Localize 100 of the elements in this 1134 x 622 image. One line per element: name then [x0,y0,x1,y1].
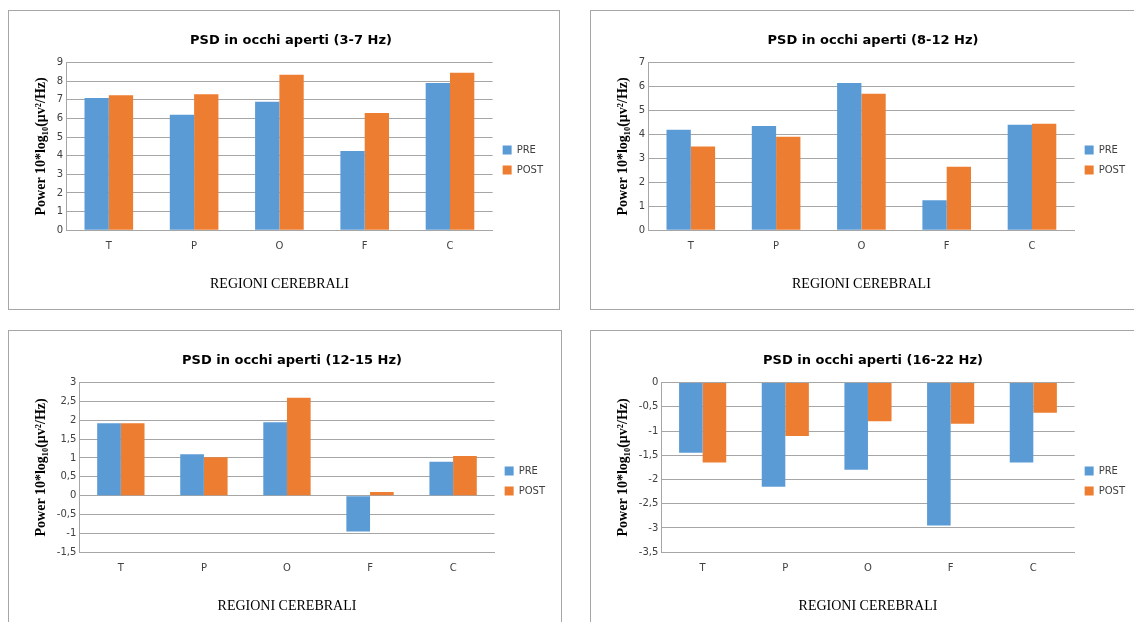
legend-label: POST [516,163,544,175]
y-tick-label: -1 [648,424,659,436]
x-axis-title: REGIONI CEREBRALI [217,598,357,614]
x-tick-label: O [857,239,866,251]
y-axis-title: Power 10*log₁₀(μv²/Hz) [33,398,50,537]
y-axis-title: Power 10*log₁₀(μv²/Hz) [33,77,50,216]
chart-title: PSD in occhi aperti (3-7 Hz) [190,32,392,48]
x-tick-label: P [200,561,207,573]
bar [425,83,450,230]
chart-title: PSD in occhi aperti (16-22 Hz) [763,352,983,368]
y-tick-label: 4 [56,149,64,161]
bar [263,422,287,496]
y-axis-title: Power 10*log₁₀(μv²/Hz) [615,77,632,216]
y-tick-label: 8 [56,74,64,86]
x-tick-label: T [116,561,125,573]
y-tick-label: 2 [69,413,77,425]
y-tick-label: 7 [638,56,646,68]
y-tick-label: 2 [56,186,64,198]
y-tick-label: 9 [56,56,64,68]
bar [97,423,121,496]
bar [108,95,134,230]
x-tick-label: T [686,239,695,251]
y-tick-label: 0 [56,223,64,235]
bar [453,456,477,496]
legend-label: PRE [1098,143,1118,155]
legend-label: PRE [1098,464,1118,476]
x-tick-label: O [275,239,284,251]
x-tick-label: C [1029,561,1037,573]
y-tick-label: -2,5 [638,497,659,509]
bar [203,457,228,496]
x-tick-label: P [773,239,780,251]
chart-title: PSD in occhi aperti (8-12 Hz) [767,32,979,48]
y-tick-label: 3 [69,376,77,388]
bar [84,97,109,230]
bar [922,200,947,230]
y-tick-label: -3,5 [638,545,659,557]
bar [194,94,219,230]
y-tick-label: 2 [638,175,646,187]
bar [340,151,365,230]
y-tick-label: 0 [69,489,77,501]
chart-title: PSD in occhi aperti (12-15 Hz) [182,352,402,368]
y-tick-label: 7 [56,93,64,105]
y-tick-label: 6 [638,80,646,92]
y-tick-label: -1,5 [638,448,659,460]
y-tick-label: 1 [69,451,77,463]
y-axis-title: Power 10*log₁₀(μv²/Hz) [615,398,632,537]
legend-label: PRE [518,464,538,476]
bar [370,491,394,496]
bar [450,72,475,230]
bar [346,496,371,532]
bar [776,136,801,230]
x-tick-label: C [1028,239,1036,251]
y-tick-label: 3 [638,151,646,163]
x-tick-label: O [864,561,873,573]
x-tick-label: P [782,561,789,573]
y-tick-label: -0,5 [638,400,659,412]
bar [946,166,972,230]
legend-label: PRE [516,143,536,155]
x-axis-title: REGIONI CEREBRALI [798,598,938,614]
y-tick-label: 0,5 [60,470,77,482]
y-tick-label: 5 [56,130,64,142]
y-tick-label: 1 [638,199,646,211]
x-tick-label: F [361,239,368,251]
x-tick-label: F [943,239,950,251]
bar [169,114,195,230]
y-tick-label: -1 [66,526,77,538]
x-tick-label: T [698,561,707,573]
bar [861,93,886,230]
y-tick-label: -2 [648,473,659,485]
x-tick-label: C [446,239,454,251]
y-tick-label: -3 [648,521,659,533]
y-tick-label: 4 [638,128,646,140]
bar [751,126,777,230]
y-tick-label: 5 [638,104,646,116]
bar [180,454,204,496]
x-tick-label: F [367,561,374,573]
x-tick-label: O [283,561,292,573]
bar [1031,123,1057,230]
bar [286,397,311,496]
bar [1007,124,1032,230]
y-tick-label: 2,5 [60,395,77,407]
bar [666,129,691,230]
bar [364,112,390,230]
y-tick-label: 1 [56,205,64,217]
x-axis-title: REGIONI CEREBRALI [791,276,932,292]
y-tick-label: -1,5 [56,545,77,557]
bar [690,146,716,230]
x-tick-label: T [104,239,113,251]
bar [255,101,280,230]
bar [837,82,862,230]
x-tick-label: P [191,239,198,251]
y-tick-label: 1,5 [60,432,77,444]
y-tick-label: 0 [638,223,646,235]
x-tick-label: C [449,561,457,573]
bar [279,74,304,230]
y-tick-label: -0,5 [56,508,77,520]
x-tick-label: F [947,561,954,573]
bar [429,461,454,496]
bar [120,423,145,496]
x-axis-title: REGIONI CEREBRALI [209,276,350,292]
